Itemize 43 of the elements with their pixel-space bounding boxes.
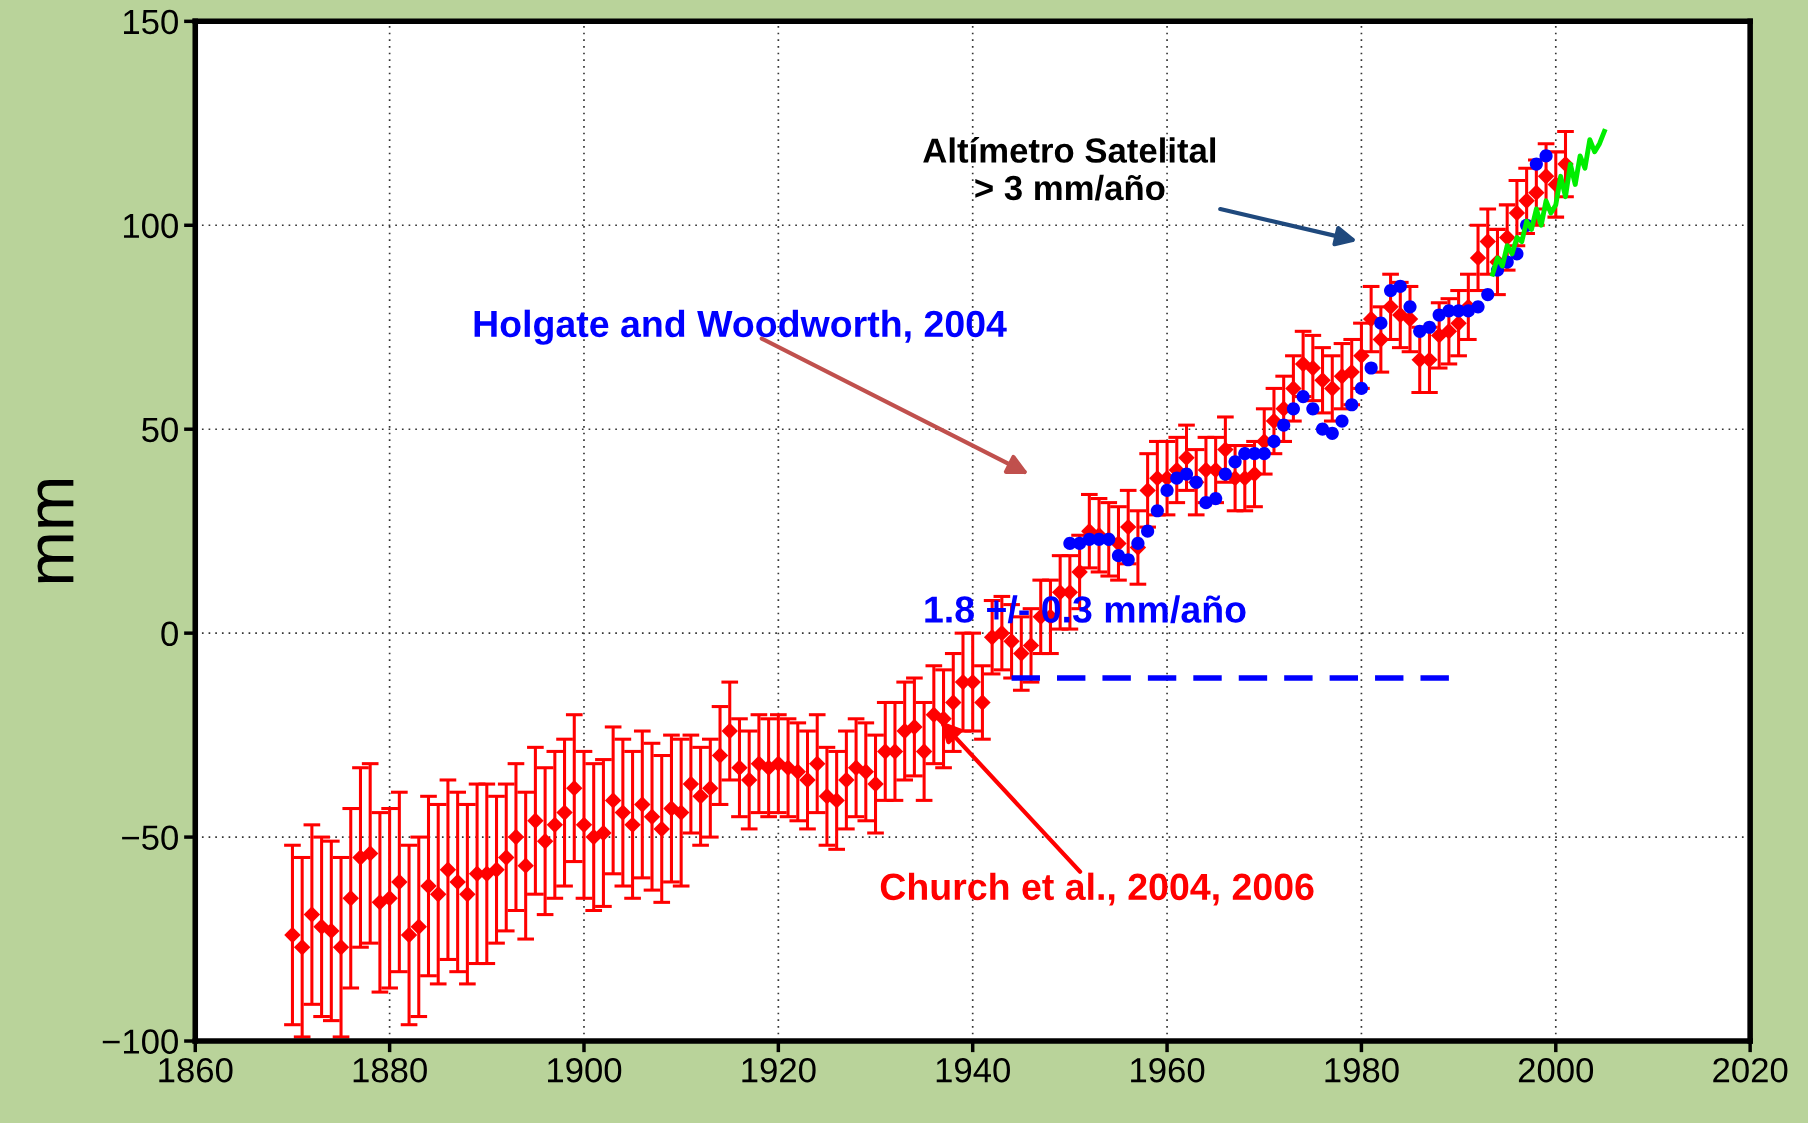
annotation: Altímetro Satelital > 3 mm/año (923, 137, 1216, 201)
point (1364, 361, 1378, 375)
x-tick-label: 2020 (1713, 1057, 1788, 1083)
point (1471, 300, 1485, 314)
text: Church et al., 2004, 2006 (880, 872, 1314, 906)
line-series (1490, 129, 1607, 277)
point (1481, 288, 1495, 302)
y-tick-label: 100 (124, 213, 178, 239)
point (1267, 434, 1281, 449)
point (1374, 316, 1388, 330)
y-tick-label: 0 (161, 621, 178, 647)
x-tick-label: 1940 (936, 1057, 1010, 1083)
x-tick-label: 1880 (353, 1057, 427, 1083)
point (1403, 300, 1417, 314)
point (1218, 467, 1232, 481)
x-tick-label: 2000 (1518, 1057, 1594, 1083)
point (1335, 414, 1349, 428)
point (1325, 426, 1339, 440)
point (1179, 467, 1194, 481)
y-tick-label: −50 (122, 825, 178, 851)
y-axis-title: mm (37, 480, 74, 583)
x-tick-label: 1900 (548, 1057, 622, 1083)
y-tick-label: −100 (102, 1029, 178, 1054)
point (1384, 283, 1398, 298)
point (1228, 455, 1242, 469)
point (1286, 402, 1300, 416)
point (1131, 536, 1145, 550)
y-tick-label: 150 (124, 9, 178, 35)
point (1257, 447, 1271, 461)
point (1539, 149, 1553, 163)
point (1141, 524, 1155, 538)
text: Holgate and Woodworth, 2004 (474, 309, 1007, 345)
point (1073, 536, 1087, 550)
point (1529, 157, 1543, 171)
point (1277, 418, 1291, 432)
point (1354, 381, 1369, 396)
x-tick-label: 1960 (1131, 1057, 1205, 1083)
x-tick-label: 1980 (1325, 1057, 1399, 1083)
point (1160, 483, 1174, 497)
x-tick-label: 1860 (159, 1057, 233, 1083)
y-tick-label: 50 (142, 417, 178, 443)
x-tick-label: 1920 (742, 1057, 816, 1083)
point (1121, 553, 1135, 567)
